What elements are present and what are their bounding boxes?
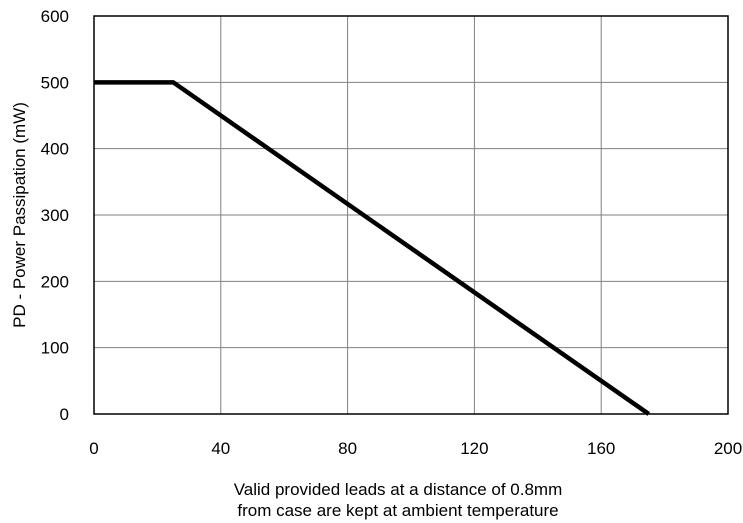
y-tick-label: 200	[41, 272, 69, 291]
x-tick-label: 40	[211, 439, 230, 458]
y-tick-label: 500	[41, 73, 69, 92]
y-tick-labels: 0 100 200 300 400 500 600	[41, 7, 69, 424]
x-tick-label: 0	[89, 439, 98, 458]
y-tick-label: 400	[41, 140, 69, 159]
y-tick-label: 600	[41, 7, 69, 26]
x-axis-label-line-2: from case are kept at ambient temperatur…	[237, 501, 558, 520]
x-tick-label: 160	[587, 439, 615, 458]
series-line-0	[94, 80, 651, 416]
y-tick-label: 300	[41, 206, 69, 225]
x-tick-labels: 0 40 80 120 160 200	[89, 439, 742, 458]
grid	[94, 16, 728, 414]
x-tick-label: 80	[338, 439, 357, 458]
series-layer	[94, 80, 651, 416]
y-tick-label: 0	[60, 405, 69, 424]
y-axis-label: PD - Power Passipation (mW)	[10, 102, 29, 328]
x-axis-label-line-1: Valid provided leads at a distance of 0.…	[234, 480, 563, 499]
x-tick-label: 200	[714, 439, 742, 458]
y-tick-label: 100	[41, 339, 69, 358]
x-tick-label: 120	[460, 439, 488, 458]
plot-frame	[93, 15, 729, 415]
